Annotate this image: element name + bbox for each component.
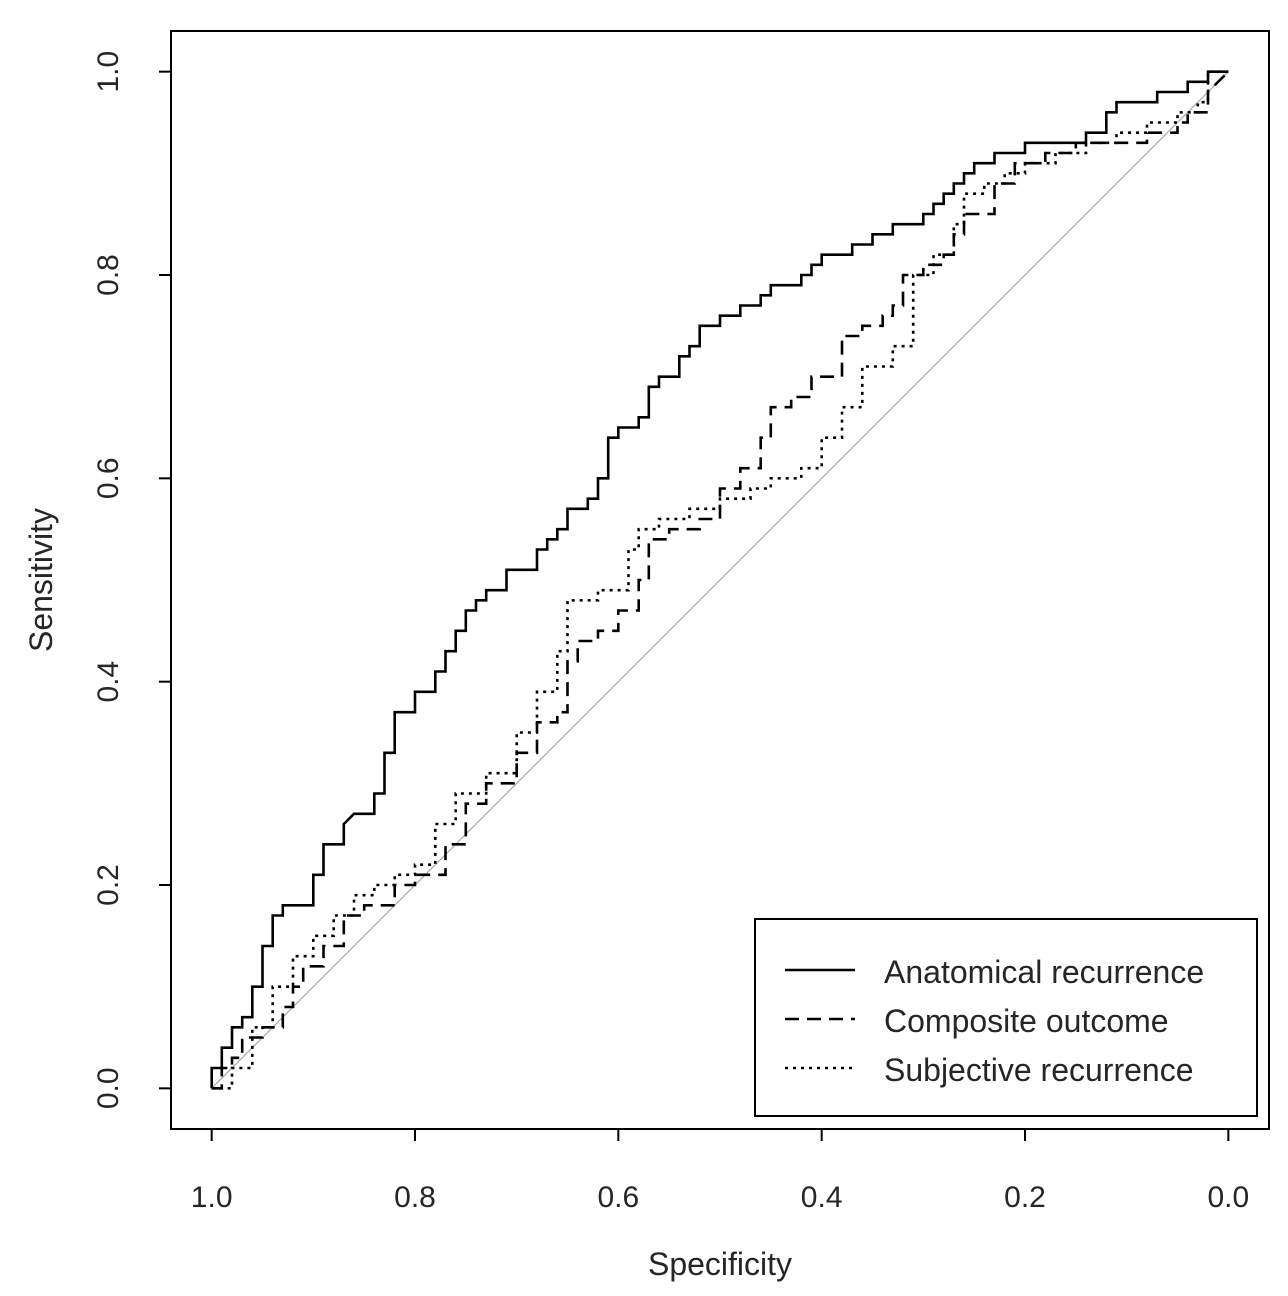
x-axis-title: Specificity <box>648 1246 792 1282</box>
y-tick-label: 0.6 <box>92 457 125 499</box>
axis-layer: 1.0 0.8 0.6 0.4 0.2 0.0 0.0 0.2 0.4 0.6 0.8 1.0 <box>92 51 1249 1214</box>
y-axis-title: Sensitivity <box>23 508 59 652</box>
y-tick-label: 0.8 <box>92 254 125 296</box>
legend-box <box>754 918 1258 1117</box>
legend: Anatomical recurrence Composite outcome … <box>754 918 1258 1117</box>
series-layer <box>210 70 1230 1090</box>
y-tick-label: 1.0 <box>92 51 125 93</box>
y-tick-label: 0.2 <box>92 864 125 906</box>
x-tick-label: 0.8 <box>394 1181 436 1214</box>
x-tick-label: 1.0 <box>191 1181 233 1214</box>
x-tick-label: 0.6 <box>597 1181 639 1214</box>
legend-label-anatomical: Anatomical recurrence <box>884 954 1204 990</box>
x-tick-label: 0.4 <box>801 1181 843 1214</box>
legend-label-composite: Composite outcome <box>884 1003 1169 1039</box>
reference-layer <box>211 71 1229 1089</box>
series-line-anatomical-recurrence <box>210 70 1229 1089</box>
x-tick-label: 0.0 <box>1207 1181 1249 1214</box>
y-tick-label: 0.4 <box>92 661 125 703</box>
x-tick-label: 0.2 <box>1004 1181 1046 1214</box>
series-line-subjective-recurrence <box>211 70 1229 1090</box>
reference-diagonal <box>211 71 1229 1089</box>
legend-label-subjective: Subjective recurrence <box>884 1052 1193 1088</box>
series-line-composite-outcome <box>211 70 1230 1090</box>
y-tick-label: 0.0 <box>92 1067 125 1109</box>
